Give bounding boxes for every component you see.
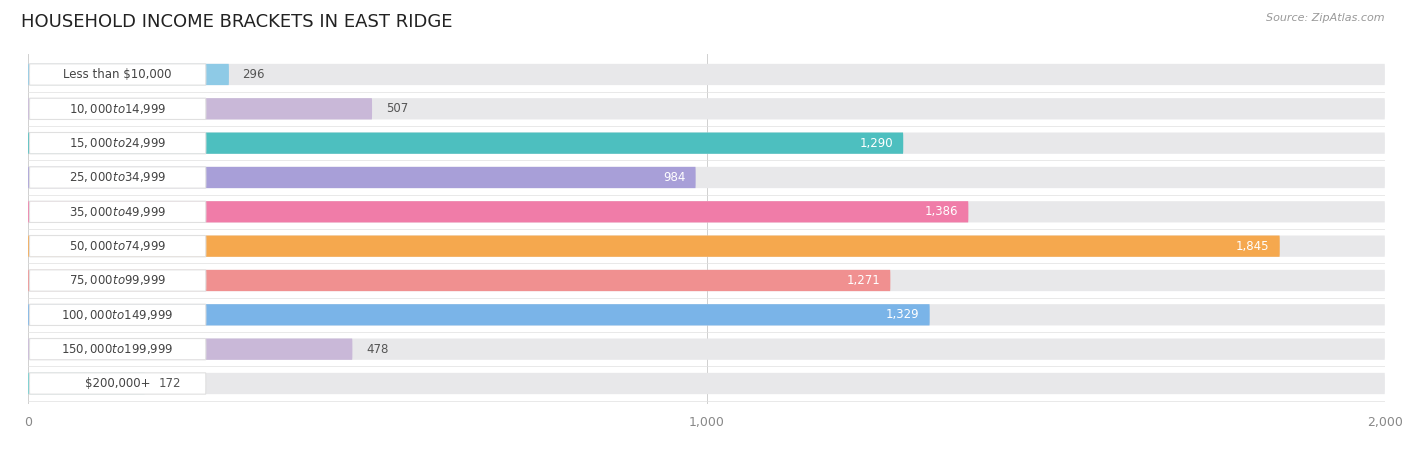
FancyBboxPatch shape [28, 270, 1385, 291]
FancyBboxPatch shape [30, 270, 205, 291]
FancyBboxPatch shape [28, 236, 1279, 257]
FancyBboxPatch shape [28, 64, 229, 85]
Text: $100,000 to $149,999: $100,000 to $149,999 [62, 308, 174, 322]
Text: Source: ZipAtlas.com: Source: ZipAtlas.com [1267, 13, 1385, 23]
FancyBboxPatch shape [30, 64, 205, 85]
FancyBboxPatch shape [30, 339, 205, 360]
FancyBboxPatch shape [30, 236, 205, 257]
FancyBboxPatch shape [30, 98, 205, 119]
FancyBboxPatch shape [28, 236, 1385, 257]
Text: 1,290: 1,290 [859, 136, 893, 150]
FancyBboxPatch shape [28, 304, 1385, 326]
FancyBboxPatch shape [30, 304, 205, 326]
Text: 172: 172 [159, 377, 181, 390]
FancyBboxPatch shape [28, 167, 696, 188]
FancyBboxPatch shape [28, 132, 903, 154]
Text: 478: 478 [366, 343, 388, 356]
FancyBboxPatch shape [28, 64, 1385, 85]
Text: 507: 507 [385, 102, 408, 115]
FancyBboxPatch shape [28, 373, 1385, 394]
FancyBboxPatch shape [30, 132, 205, 154]
Text: $15,000 to $24,999: $15,000 to $24,999 [69, 136, 166, 150]
Text: $25,000 to $34,999: $25,000 to $34,999 [69, 171, 166, 185]
Text: $75,000 to $99,999: $75,000 to $99,999 [69, 273, 166, 287]
FancyBboxPatch shape [28, 201, 1385, 222]
FancyBboxPatch shape [28, 304, 929, 326]
FancyBboxPatch shape [28, 373, 145, 394]
FancyBboxPatch shape [30, 373, 205, 394]
Text: $150,000 to $199,999: $150,000 to $199,999 [62, 342, 174, 356]
Text: $50,000 to $74,999: $50,000 to $74,999 [69, 239, 166, 253]
FancyBboxPatch shape [28, 201, 969, 222]
Text: 984: 984 [664, 171, 686, 184]
Text: 296: 296 [242, 68, 264, 81]
FancyBboxPatch shape [28, 270, 890, 291]
Text: Less than $10,000: Less than $10,000 [63, 68, 172, 81]
Text: 1,329: 1,329 [886, 308, 920, 321]
Text: 1,386: 1,386 [925, 205, 959, 218]
FancyBboxPatch shape [28, 339, 353, 360]
Text: 1,845: 1,845 [1236, 240, 1270, 253]
Text: $10,000 to $14,999: $10,000 to $14,999 [69, 102, 166, 116]
FancyBboxPatch shape [28, 98, 373, 119]
FancyBboxPatch shape [30, 167, 205, 188]
FancyBboxPatch shape [28, 167, 1385, 188]
FancyBboxPatch shape [30, 201, 205, 222]
Text: $200,000+: $200,000+ [84, 377, 150, 390]
Text: HOUSEHOLD INCOME BRACKETS IN EAST RIDGE: HOUSEHOLD INCOME BRACKETS IN EAST RIDGE [21, 13, 453, 31]
FancyBboxPatch shape [28, 98, 1385, 119]
Text: $35,000 to $49,999: $35,000 to $49,999 [69, 205, 166, 219]
Text: 1,271: 1,271 [846, 274, 880, 287]
FancyBboxPatch shape [28, 132, 1385, 154]
FancyBboxPatch shape [28, 339, 1385, 360]
